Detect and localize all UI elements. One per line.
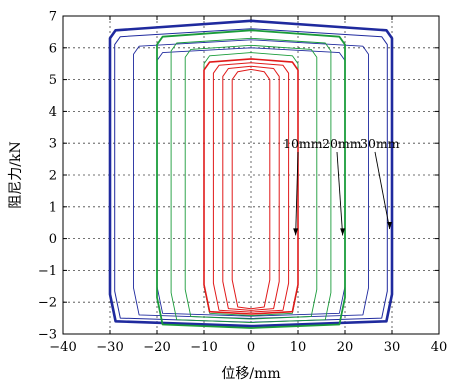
axis-ticks [62, 15, 440, 335]
y-tick-label: 0 [49, 232, 57, 247]
annotation-arrowhead [293, 228, 299, 236]
series-curves [108, 19, 394, 329]
x-tick-label: −30 [96, 340, 123, 355]
x-tick-labels: −40 −30 −20 −10 0 10 20 30 40 [49, 340, 447, 355]
annotation-label: 30mm [360, 136, 400, 151]
hysteresis-loop [184, 44, 318, 320]
hysteresis-loop [108, 19, 394, 328]
annotation-arrowhead [387, 222, 393, 230]
y-tick-label: 2 [49, 169, 57, 184]
series-2 [156, 29, 346, 329]
x-tick-label: 10 [290, 340, 307, 355]
x-tick-label: 30 [384, 340, 401, 355]
y-tick-label: −1 [38, 264, 57, 279]
y-tick-label: −2 [38, 296, 57, 311]
x-tick-label: −20 [143, 340, 170, 355]
hysteresis-loop [212, 62, 290, 313]
y-tick-label: 4 [49, 105, 57, 120]
x-tick-label: 40 [431, 340, 448, 355]
y-tick-label: 6 [49, 41, 57, 56]
annotation-arrowhead [340, 228, 346, 236]
annotation-label: 20mm [322, 136, 362, 151]
series-3 [203, 58, 299, 315]
y-axis-label: 阻尼力/kN [8, 141, 24, 208]
y-tick-label: −3 [38, 328, 57, 343]
x-tick-label: 20 [337, 340, 354, 355]
y-tick-label: 5 [49, 73, 57, 88]
hysteresis-loop [203, 58, 299, 315]
hysteresis-loop [170, 37, 332, 324]
x-tick-label: −40 [49, 340, 76, 355]
x-tick-label: −10 [190, 340, 217, 355]
hysteresis-loop [156, 29, 346, 329]
x-tick-label: 0 [247, 340, 255, 355]
annotation-arrow [374, 151, 391, 230]
annotation-arrow [295, 151, 299, 236]
y-tick-label: 7 [49, 10, 57, 25]
grid-lines [63, 16, 439, 334]
annotation-label: 10mm [283, 136, 323, 151]
y-tick-label: 1 [49, 200, 57, 215]
y-tick-label: 3 [49, 137, 57, 152]
x-axis-label: 位移/mm [221, 366, 280, 382]
hysteresis-loop [203, 52, 299, 317]
y-tick-labels: −3 −2 −1 0 1 2 3 4 5 6 7 [38, 10, 57, 343]
hysteresis-loop [231, 68, 271, 310]
annotation-arrow [336, 151, 344, 236]
hysteresis-loop [222, 65, 280, 311]
